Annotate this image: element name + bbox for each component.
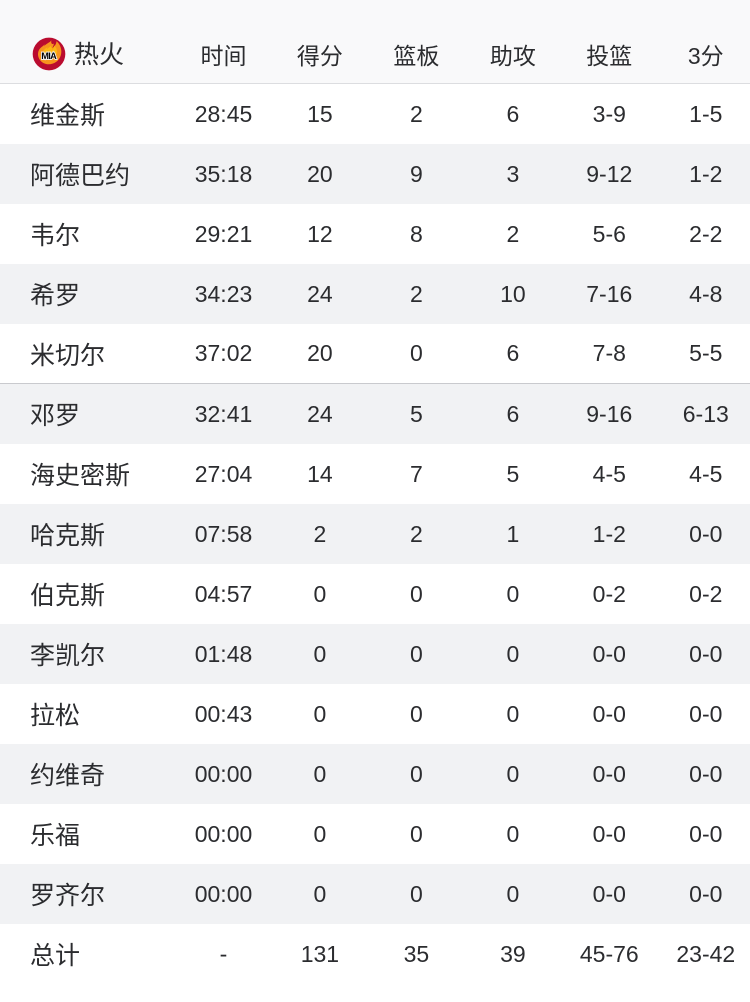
svg-text:MIA: MIA bbox=[41, 51, 57, 61]
